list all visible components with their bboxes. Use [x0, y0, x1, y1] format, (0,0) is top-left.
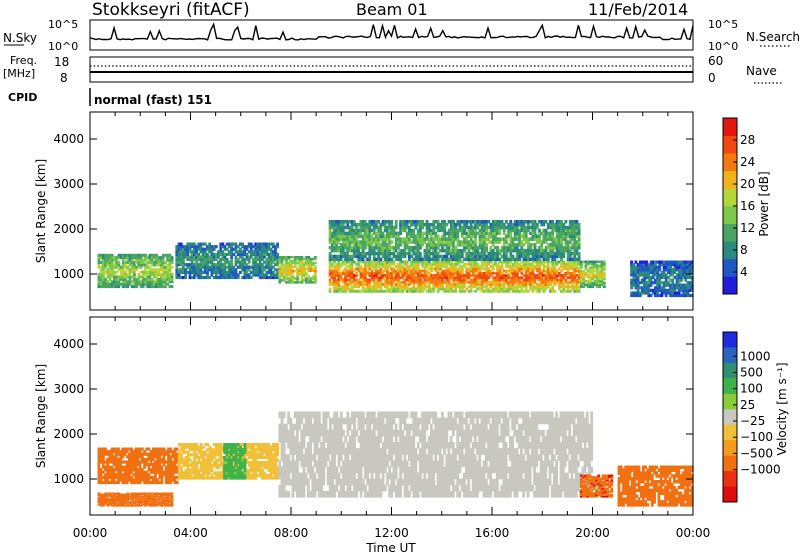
power-ylabel: Slant Range [km]: [34, 159, 48, 263]
power-colorbar: 4 8 12 16 20 24 28: [722, 117, 755, 295]
nsky-label: N.Sky: [3, 31, 37, 45]
velocity-heatmap: [97, 411, 694, 507]
velocity-colorbar-tick-7: −1000: [740, 463, 781, 477]
cpid-value: normal (fast) 151: [94, 93, 212, 107]
beam-label: Beam 01: [356, 0, 428, 19]
time-tick-1: 04:00: [173, 526, 208, 540]
power-colorbar-tick-5: 24: [740, 155, 755, 169]
power-feature-6: [630, 260, 694, 298]
cpid-panel: CPID normal (fast) 151: [8, 88, 212, 107]
nave-tick-top: 60: [708, 54, 723, 68]
velocity-ytick-1: 2000: [53, 427, 84, 441]
velocity-colorbar: 1000 500 100 25 −25 −100 −500 −1000: [722, 331, 781, 503]
freq-panel: Freq. [MHz] 18 8 60 0 Nave: [3, 54, 782, 85]
time-tick-2: 08:00: [274, 526, 309, 540]
power-colorbar-tick-3: 16: [740, 199, 755, 213]
power-feature-0: [97, 253, 174, 289]
power-colorbar-tick-4: 20: [740, 177, 755, 191]
nsearch-tick-top: 10^5: [708, 18, 738, 31]
nsky-tick-bottom: 10^0: [48, 40, 78, 53]
power-feature-3: [328, 260, 581, 293]
time-tick-0: 00:00: [73, 526, 108, 540]
time-tick-3: 12:00: [374, 526, 409, 540]
date-label: 11/Feb/2014: [588, 0, 688, 19]
velocity-colorbar-label: Velocity [m s⁻¹]: [775, 362, 789, 455]
power-heatmap: [97, 220, 694, 298]
velocity-feature-0: [97, 447, 179, 485]
power-feature-1: [175, 242, 279, 280]
power-feature-5: [579, 260, 606, 289]
power-panel: 1000 2000 3000 4000 Slant Range [km] 4 8 12 16…: [34, 111, 771, 311]
power-colorbar-tick-2: 12: [740, 221, 755, 235]
freq-tick-top: 18: [54, 55, 69, 69]
power-feature-4: [328, 220, 581, 262]
power-colorbar-tick-1: 8: [740, 243, 748, 257]
velocity-feature-6: [97, 492, 174, 507]
velocity-ytick-3: 4000: [53, 337, 84, 351]
velocity-ylabel: Slant Range [km]: [34, 364, 48, 468]
freq-unit: [MHz]: [3, 67, 35, 80]
power-feature-2: [278, 256, 317, 284]
velocity-colorbar-tick-1: 500: [740, 365, 763, 379]
velocity-feature-4: [579, 474, 614, 498]
velocity-ytick-0: 1000: [53, 472, 84, 486]
cpid-label: CPID: [8, 91, 37, 104]
nsky-panel: N.Sky 10^5 10^0 10^5 10^0 N.Search: [3, 18, 800, 53]
time-axis-label: Time UT: [365, 541, 416, 554]
time-tick-4: 16:00: [475, 526, 510, 540]
nave-label: Nave: [746, 64, 777, 78]
nsearch-tick-bottom: 10^0: [708, 40, 738, 53]
velocity-feature-3: [278, 411, 594, 498]
velocity-colorbar-tick-2: 100: [740, 382, 763, 396]
power-colorbar-tick-6: 28: [740, 133, 755, 147]
velocity-feature-5: [617, 465, 694, 507]
velocity-colorbar-tick-4: −25: [740, 414, 765, 428]
velocity-colorbar-tick-5: −100: [740, 430, 773, 444]
nsky-tick-top: 10^5: [48, 18, 78, 31]
nave-tick-bottom: 0: [708, 71, 716, 85]
power-ytick-0: 1000: [53, 267, 84, 281]
velocity-feature-2: [223, 443, 247, 480]
velocity-colorbar-tick-3: 25: [740, 398, 755, 412]
power-ytick-3: 4000: [53, 132, 84, 146]
power-colorbar-label: Power [dB]: [757, 171, 771, 236]
nsky-trace: [89, 22, 694, 41]
velocity-panel: 1000 2000 3000 4000 00:00 04:00 08:00 12:00 16:…: [34, 316, 789, 554]
power-colorbar-tick-0: 4: [740, 265, 748, 279]
time-tick-6: 00:00: [676, 526, 711, 540]
power-ytick-1: 2000: [53, 222, 84, 236]
time-tick-5: 20:00: [575, 526, 610, 540]
station-title: Stokkseyri (fitACF): [92, 0, 250, 20]
power-ytick-2: 3000: [53, 177, 84, 191]
velocity-colorbar-tick-6: −500: [740, 446, 773, 460]
freq-tick-bottom: 8: [60, 71, 68, 85]
nsearch-label: N.Search: [746, 30, 800, 44]
velocity-feature-1: [177, 443, 280, 480]
velocity-ytick-2: 3000: [53, 382, 84, 396]
freq-label: Freq.: [10, 54, 37, 67]
velocity-colorbar-tick-0: 1000: [740, 349, 771, 363]
